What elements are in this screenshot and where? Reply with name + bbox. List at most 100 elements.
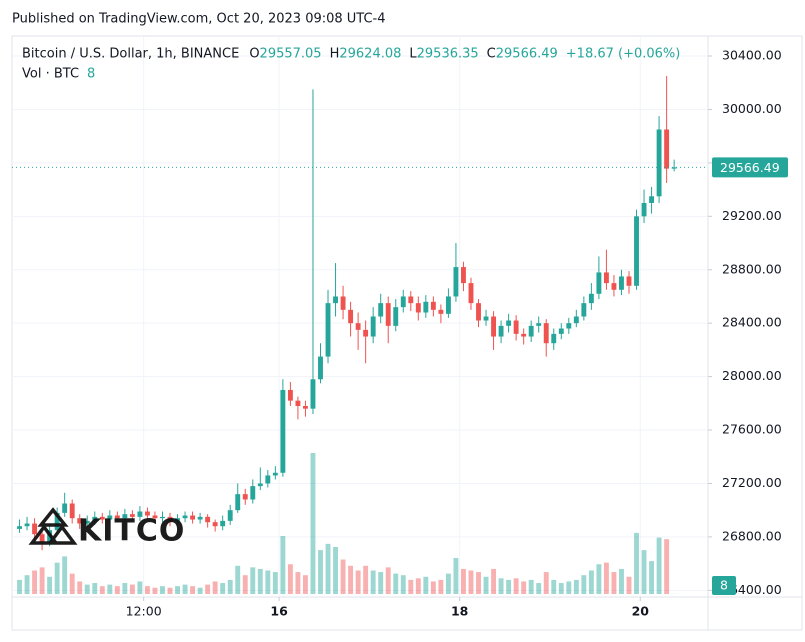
candle-body (513, 320, 519, 334)
candle-body (656, 129, 662, 197)
volume-bar (340, 559, 346, 594)
y-tick-label: 26800.00 (722, 528, 782, 543)
candle-body (551, 333, 557, 344)
candle-body (280, 389, 286, 473)
candle-body (257, 483, 263, 487)
candle-body (287, 389, 293, 401)
volume-last-box (712, 576, 736, 595)
candle-body (581, 303, 587, 317)
volume-bar (596, 564, 602, 594)
volume-bar (656, 537, 662, 594)
axes: 26400.00 26800.00 27200.00 27600.00 28000.00… (12, 48, 788, 619)
volume-last-label: 8 (720, 578, 728, 593)
candle-body (167, 516, 173, 521)
candle-body (491, 316, 497, 337)
volume-bar (400, 575, 406, 594)
volume-bar (543, 572, 549, 594)
legend: Bitcoin / U.S. Dollar, 1h, BINANCE O 29557… (22, 47, 680, 82)
candle-body (310, 379, 316, 409)
volume-bar (47, 576, 53, 594)
ohlc-value: 29566.49 (496, 47, 558, 62)
volume-bar (175, 586, 180, 594)
candle-body (92, 516, 98, 521)
candle-body (340, 296, 346, 310)
volume-bar (107, 584, 113, 594)
candle-body (17, 526, 22, 529)
candle-body (272, 472, 278, 476)
volume-bar (408, 579, 414, 594)
candle-body (84, 520, 90, 524)
candle-body (62, 503, 68, 513)
volume-bar (385, 567, 391, 594)
volume-bar (114, 586, 120, 594)
candle-body (461, 267, 466, 284)
y-tick-label: 28800.00 (722, 261, 782, 276)
candle-body (318, 356, 323, 380)
candle-body (333, 296, 338, 304)
candle-body (32, 523, 38, 535)
ohlc-key: L (409, 47, 417, 62)
volume-bar (506, 579, 512, 594)
candle-body (242, 494, 248, 500)
candle-body (415, 303, 421, 313)
volume-bar (603, 562, 609, 594)
candle-body (205, 516, 211, 523)
volume-bar (160, 586, 165, 594)
volume-bar (17, 579, 22, 594)
candle-body (197, 516, 203, 520)
volume-bar (521, 581, 527, 594)
volume-bar (69, 573, 75, 594)
volume-bar (77, 581, 83, 594)
volume-bar (257, 568, 263, 594)
y-tick-label: 28400.00 (722, 315, 782, 330)
volume-bar (664, 539, 670, 594)
y-tick-label: 30000.00 (722, 101, 782, 116)
volume-bar (84, 584, 90, 594)
candle-body (122, 514, 128, 519)
grid (12, 36, 708, 597)
volume-bar (536, 583, 542, 594)
ohlc-value: 29536.35 (417, 47, 479, 62)
candle-body (378, 303, 384, 317)
candle-body (220, 520, 226, 527)
volume-bar (370, 570, 376, 594)
candle-body (212, 522, 218, 527)
candle-body (671, 167, 677, 169)
volume-bar (182, 584, 188, 594)
volume-title: Vol · BTC (22, 67, 79, 82)
volume-bar (152, 587, 158, 594)
ohlc-value: 29557.05 (260, 47, 322, 62)
ohlc-value: 29624.08 (339, 47, 401, 62)
volume-bar (205, 584, 211, 594)
volume-bar (62, 556, 68, 594)
candle-body (54, 512, 60, 531)
volume-bar (348, 565, 354, 594)
y-tick-label: 27600.00 (722, 422, 782, 437)
x-tick-label: 12:00 (126, 604, 162, 619)
candle-body (190, 515, 196, 520)
volume-bar (295, 572, 301, 594)
candle-body (137, 511, 143, 517)
volume-bar (445, 573, 451, 594)
candle-body (175, 518, 180, 521)
candle-body (77, 518, 83, 524)
candle-body (619, 276, 624, 290)
candle-body (641, 202, 647, 217)
volume-bar (438, 579, 444, 594)
watermark: KITCO (28, 507, 184, 549)
y-tick-label: 27200.00 (722, 475, 782, 490)
candle-body (152, 515, 158, 519)
candle-body (385, 303, 391, 326)
candle-body (476, 303, 481, 321)
volume-bar (558, 583, 564, 594)
volume-bar (318, 550, 323, 594)
volume-bar (137, 581, 143, 594)
volume-bar (54, 562, 60, 594)
volume-bar (265, 570, 271, 594)
y-tick-label: 29200.00 (722, 208, 782, 223)
candle-body (129, 514, 135, 517)
volume-bar (220, 583, 226, 594)
volume-bar (242, 575, 248, 594)
volume-bar (573, 579, 579, 594)
